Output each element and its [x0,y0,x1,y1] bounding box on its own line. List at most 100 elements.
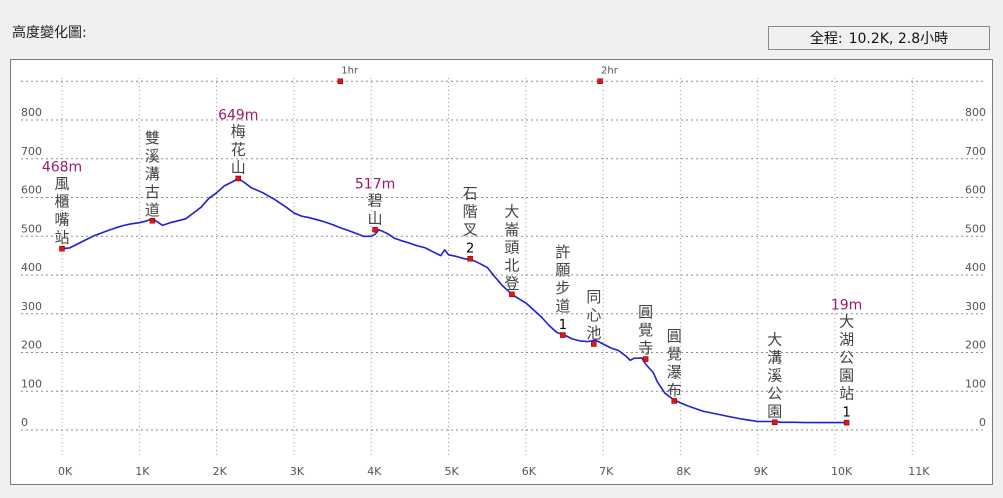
waypoint-label-char: 圓 [667,327,682,345]
waypoint-label-char: 公 [839,349,854,367]
waypoint-label-char: 園 [839,367,854,385]
time-marker [337,78,344,84]
waypoint-label-char: 同 [586,288,601,306]
waypoint-label-char: 石 [463,185,478,203]
y-tick-label-right: 200 [965,339,986,352]
elevation-chart: 0 100 200 300 400 500 600 700 800 0 100 200 300 400 5… [21,65,986,478]
x-tick-label: 7K [599,465,614,478]
waypoint-elevation-label: 517m [355,177,395,193]
y-tick-label-left: 300 [21,300,42,313]
time-mark-label: 1hr [341,65,359,76]
y-tick-label-right: 500 [965,222,986,235]
waypoint-elevation-label: 468m [42,160,82,176]
waypoint-label-char: 道 [555,297,570,315]
waypoint-label-char: 溪 [767,366,782,384]
route-summary-box: 全程: 10.2K, 2.8小時 [768,26,990,50]
waypoint-label-char: 大 [767,330,782,348]
elevation-series-line [61,177,847,424]
page-title: 高度變化圖: [12,25,87,41]
y-tick-label-right: 800 [965,106,986,119]
waypoint-elevation-label: 649m [218,108,258,124]
waypoint-label-char: 心 [586,306,601,324]
waypoint-marker [671,398,677,404]
time-marker [597,78,603,84]
waypoint-label-char: 寺 [638,339,653,357]
y-tick-label-right: 400 [965,261,986,274]
waypoint-label-char: 覺 [667,345,682,363]
y-tick-label-right: 100 [965,377,986,390]
x-tick-label: 8K [676,465,691,478]
summary-label: 全程: [809,31,843,47]
waypoint-marker [235,175,241,182]
waypoint-label-char: 花 [231,141,246,159]
waypoint-label-char: 2 [466,242,474,257]
y-tick-label-right: 0 [979,416,986,429]
waypoint-label-char: 道 [145,201,160,219]
waypoint-label-char: 園 [767,402,782,420]
x-tick-label: 2K [213,465,228,478]
y-tick-label-left: 0 [21,416,28,429]
x-tick-label: 10K [831,465,853,478]
waypoint-marker [149,218,156,224]
waypoint-label-char: 崙 [504,220,519,238]
waypoint-label-char: 古 [145,183,160,201]
y-tick-label-left: 800 [21,106,42,119]
waypoint-label-char: 步 [555,279,570,297]
waypoint-label-char: 溪 [145,147,160,165]
y-tick-label-left: 600 [21,184,42,197]
waypoint-label-char: 願 [555,261,570,279]
waypoint-label-char: 溝 [145,165,160,183]
waypoint-label-char: 溝 [767,348,782,366]
waypoint-marker [771,419,778,425]
waypoint-label-char: 櫃 [54,193,69,211]
waypoint-label-char: 梅 [231,123,246,141]
x-tick-label: 0K [58,465,73,478]
waypoint-label-char: 山 [368,210,383,228]
waypoint-label-char: 站 [839,385,854,403]
waypoint-label-char: 站 [54,229,69,247]
waypoint-marker [560,332,566,338]
x-tick-label: 11K [908,465,930,478]
x-tick-label: 9K [754,465,769,478]
waypoint-label-char: 叉 [463,221,478,239]
waypoint-marker [59,245,65,252]
waypoint-label-char: 階 [463,203,478,221]
waypoint-label-char: 覺 [638,321,653,339]
waypoint-label-char: 湖 [839,331,854,349]
waypoint-label-char: 風 [54,175,69,193]
y-tick-label-right: 700 [965,145,986,158]
y-tick-label-right: 300 [965,300,986,313]
x-tick-label: 4K [367,465,382,478]
y-tick-label-right: 600 [965,184,986,197]
waypoint-label-char: 頭 [504,238,519,256]
waypoint-label-char: 布 [667,381,682,399]
y-tick-label-left: 400 [21,261,42,274]
waypoint-label-char: 公 [767,384,782,402]
waypoint-label-char: 許 [555,243,570,261]
waypoint-label-char: 大 [839,313,854,331]
waypoint-label-char: 瀑 [667,363,682,381]
waypoint-label-char: 圓 [638,303,653,321]
y-tick-label-left: 200 [21,339,42,352]
waypoint-label-char: 雙 [145,129,160,147]
waypoint-label-char: 碧 [368,192,383,210]
waypoint-marker [591,341,597,347]
y-tick-label-left: 500 [21,222,42,235]
x-tick-label: 5K [445,465,460,478]
waypoint-label-char: 山 [231,159,246,177]
waypoint-label-char: 1 [559,318,567,333]
waypoint-label-char: 1 [842,406,850,421]
y-tick-label-left: 100 [21,377,42,390]
waypoint-elevation-label: 19m [831,298,862,314]
x-tick-label: 3K [290,465,305,478]
waypoint-marker [509,291,515,298]
waypoint-label-char: 北 [504,256,519,274]
y-tick-label-left: 700 [21,145,42,158]
waypoint-marker [642,356,649,362]
waypoint-label-char: 池 [586,324,601,342]
waypoint-label-char: 登 [504,274,519,292]
x-tick-label: 6K [522,465,537,478]
waypoint-label-char: 嘴 [54,211,69,229]
waypoint-label-char: 大 [504,202,519,220]
time-mark-label: 2hr [601,65,619,76]
